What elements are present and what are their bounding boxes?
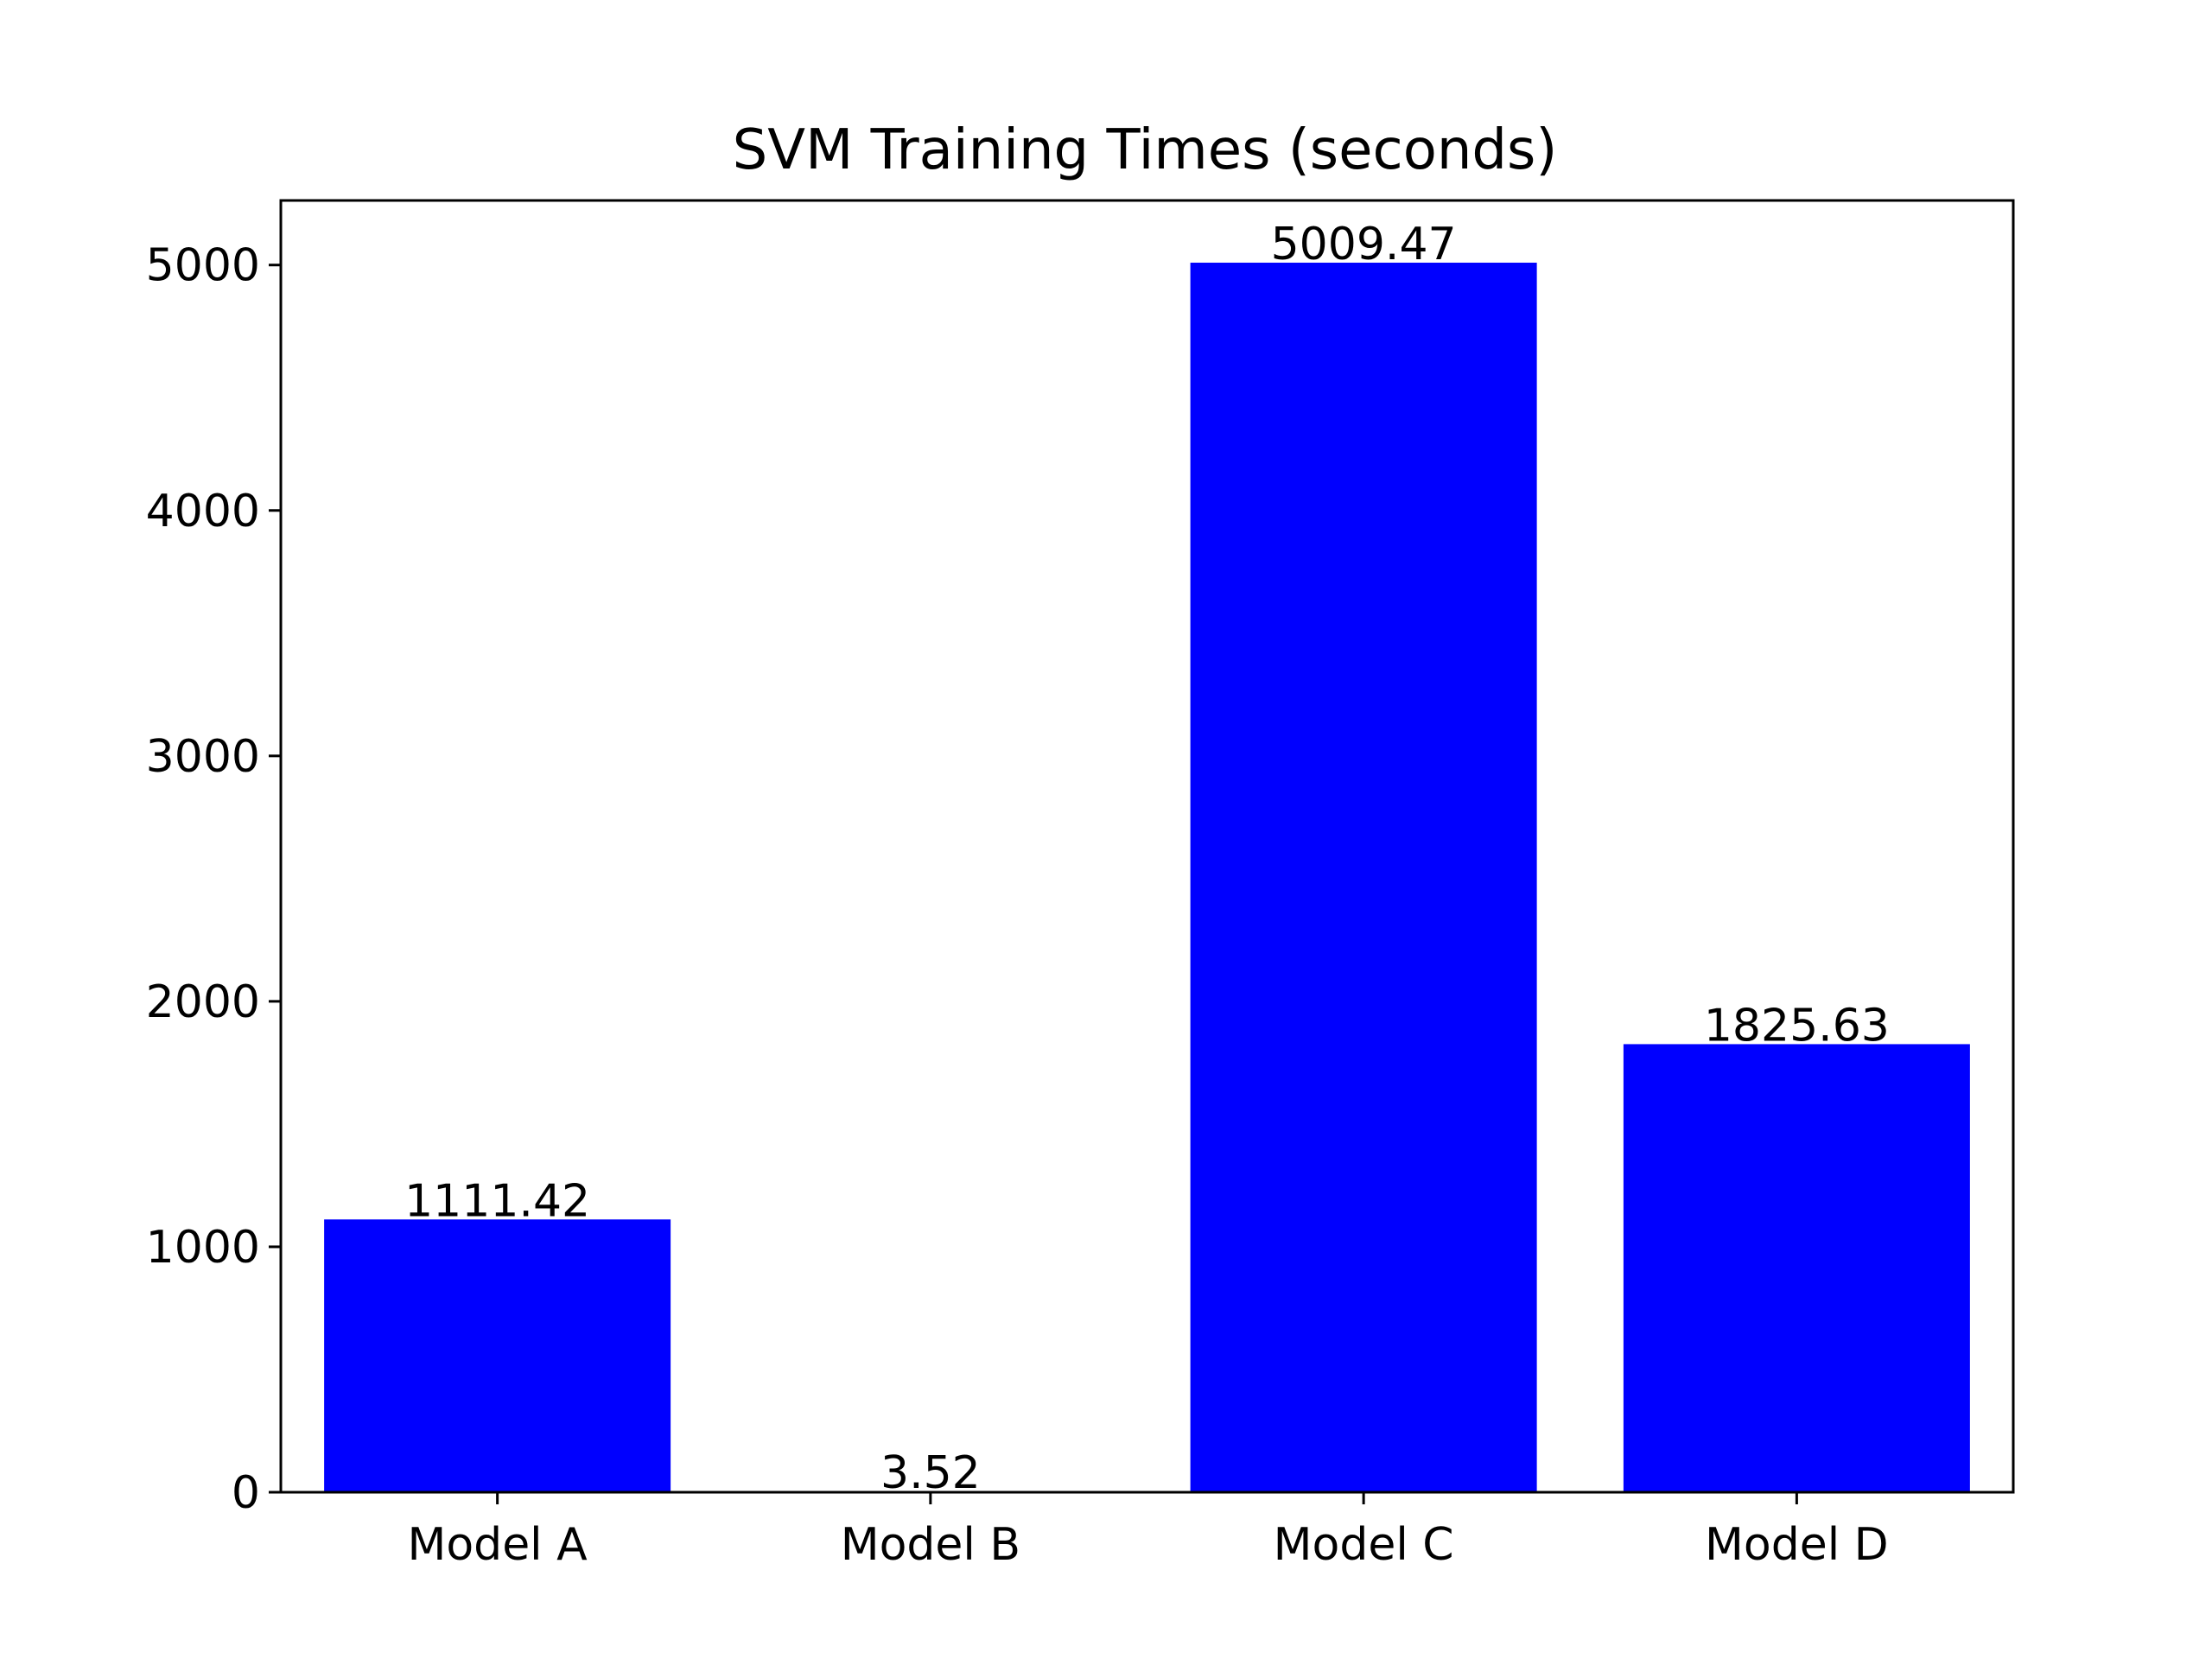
- axes-layer: 0 1000 2000 3000 4000 5000 Model A Model B Model…: [146, 199, 2015, 1571]
- data-label: 1825.63: [1704, 1000, 1890, 1052]
- x-tick-label: Model A: [408, 1519, 588, 1571]
- x-tick-label: Model C: [1274, 1519, 1454, 1571]
- data-label: 5009.47: [1271, 219, 1457, 270]
- y-tick-label: 3000: [146, 731, 260, 783]
- y-tick-label: 0: [232, 1467, 260, 1519]
- y-tick-label: 2000: [146, 976, 260, 1028]
- y-tick-label: 4000: [146, 486, 260, 537]
- x-tick-label: Model D: [1705, 1519, 1889, 1571]
- y-tick-label: 5000: [146, 240, 260, 292]
- bar-model-a: [324, 1219, 671, 1492]
- chart-title: SVM Training Times (seconds): [733, 118, 1558, 182]
- x-tick-label: Model B: [841, 1519, 1020, 1571]
- bar-model-d: [1623, 1044, 1970, 1492]
- data-label: 3.52: [880, 1447, 981, 1499]
- data-label: 1111.42: [404, 1175, 590, 1227]
- bars-layer: [324, 263, 1970, 1493]
- y-tick-label: 1000: [146, 1222, 260, 1274]
- data-labels-layer: 1111.42 3.52 5009.47 1825.63: [404, 219, 1890, 1499]
- plot-frame: [279, 199, 2015, 1494]
- bar-model-c: [1190, 263, 1537, 1493]
